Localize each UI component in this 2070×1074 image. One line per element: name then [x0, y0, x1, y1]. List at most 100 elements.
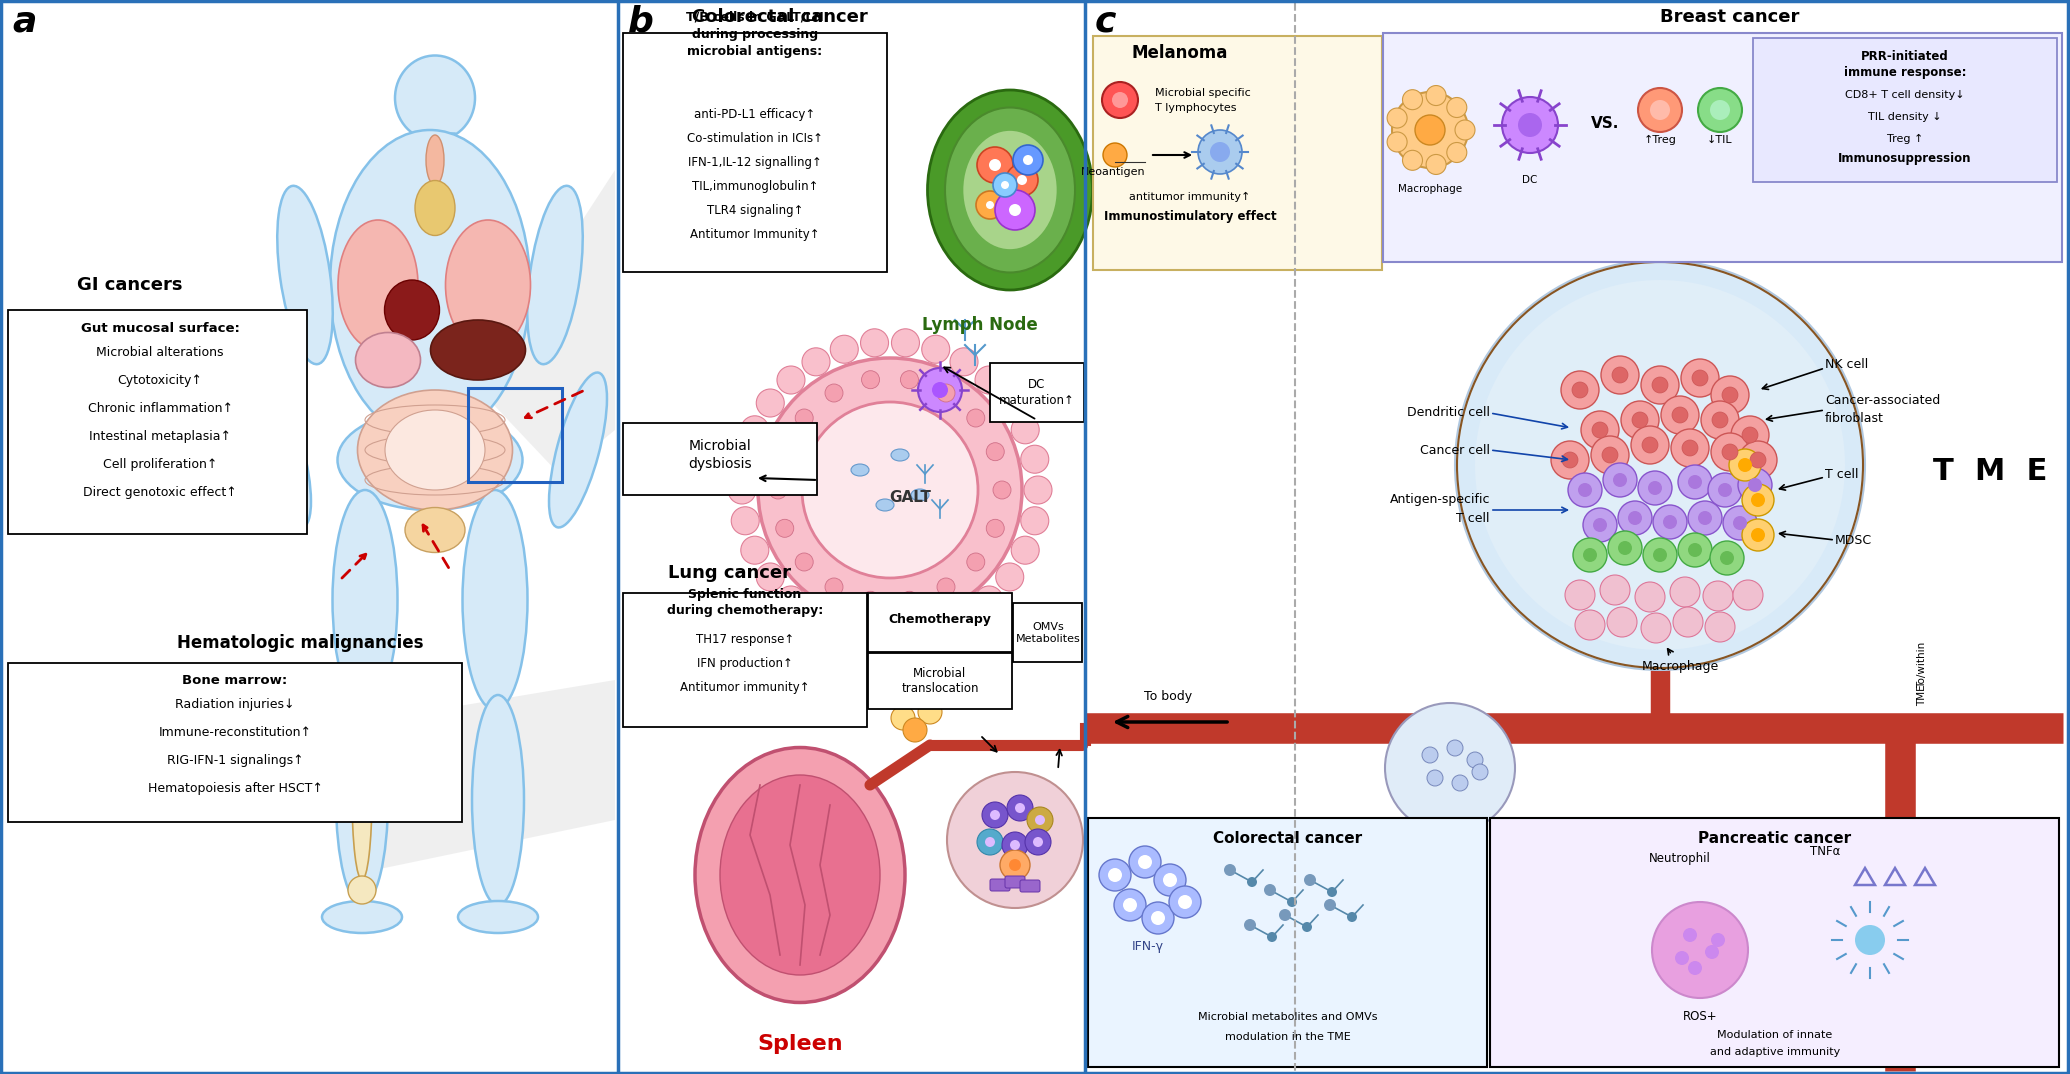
- Circle shape: [1178, 895, 1192, 909]
- Circle shape: [1170, 886, 1201, 918]
- Circle shape: [921, 616, 950, 644]
- Circle shape: [1683, 928, 1697, 942]
- Circle shape: [1099, 859, 1130, 891]
- Circle shape: [1327, 887, 1337, 897]
- Circle shape: [1014, 803, 1025, 813]
- Circle shape: [975, 586, 1004, 614]
- Circle shape: [1706, 945, 1718, 959]
- Circle shape: [731, 446, 760, 474]
- Text: Intestinal metaplasia↑: Intestinal metaplasia↑: [89, 430, 232, 442]
- Circle shape: [861, 623, 888, 651]
- Circle shape: [996, 190, 1035, 230]
- Circle shape: [1304, 874, 1317, 886]
- Text: Antigen-specific: Antigen-specific: [1389, 493, 1490, 507]
- Circle shape: [1476, 280, 1844, 650]
- Circle shape: [892, 329, 919, 357]
- Circle shape: [1592, 422, 1608, 438]
- Circle shape: [1739, 468, 1772, 502]
- Text: Hematologic malignancies: Hematologic malignancies: [176, 634, 422, 652]
- Ellipse shape: [696, 748, 905, 1002]
- Circle shape: [348, 876, 377, 904]
- Circle shape: [946, 772, 1083, 908]
- Text: IFN-1,IL-12 signalling↑: IFN-1,IL-12 signalling↑: [687, 156, 822, 169]
- Text: OMVs
Metabolites: OMVs Metabolites: [1016, 622, 1081, 643]
- Text: To body: To body: [1145, 690, 1192, 703]
- Text: DC: DC: [1521, 175, 1538, 185]
- Circle shape: [776, 366, 805, 394]
- Text: Macrophage: Macrophage: [1642, 661, 1718, 673]
- Circle shape: [1577, 483, 1592, 497]
- Text: MDSC: MDSC: [1834, 534, 1871, 547]
- Circle shape: [1675, 950, 1689, 966]
- Ellipse shape: [890, 449, 909, 461]
- Circle shape: [1608, 531, 1642, 565]
- Circle shape: [985, 442, 1004, 461]
- Circle shape: [801, 605, 830, 633]
- Circle shape: [1008, 859, 1021, 871]
- Text: NK cell: NK cell: [1826, 359, 1869, 372]
- Circle shape: [776, 442, 793, 461]
- Text: and adaptive immunity: and adaptive immunity: [1710, 1047, 1840, 1057]
- Circle shape: [801, 402, 977, 578]
- Text: TIL,immunoglobulin↑: TIL,immunoglobulin↑: [691, 180, 818, 193]
- Circle shape: [1128, 846, 1161, 879]
- Circle shape: [1567, 473, 1602, 507]
- Text: Pancreatic cancer: Pancreatic cancer: [1699, 831, 1851, 846]
- Text: Antitumor immunity↑: Antitumor immunity↑: [681, 681, 809, 694]
- Circle shape: [996, 389, 1025, 417]
- Circle shape: [1416, 115, 1445, 145]
- Text: Colorectal cancer: Colorectal cancer: [1213, 831, 1362, 846]
- Circle shape: [1855, 925, 1886, 955]
- Circle shape: [1101, 82, 1138, 118]
- Text: Modulation of innate: Modulation of innate: [1718, 1030, 1832, 1040]
- Circle shape: [1687, 961, 1702, 975]
- Circle shape: [1642, 613, 1670, 643]
- Text: T cell: T cell: [1457, 511, 1490, 524]
- Text: immune response:: immune response:: [1844, 66, 1966, 79]
- Circle shape: [1710, 100, 1731, 120]
- Circle shape: [1447, 143, 1468, 162]
- Circle shape: [1550, 441, 1590, 479]
- Text: Microbial alterations: Microbial alterations: [95, 346, 224, 359]
- Circle shape: [1517, 113, 1542, 137]
- FancyBboxPatch shape: [623, 33, 888, 272]
- Circle shape: [1033, 837, 1043, 847]
- Circle shape: [1642, 437, 1658, 453]
- Circle shape: [1743, 484, 1774, 516]
- Circle shape: [900, 592, 919, 609]
- Text: Microbial
translocation: Microbial translocation: [900, 667, 979, 695]
- Circle shape: [1710, 541, 1745, 575]
- Circle shape: [1021, 507, 1049, 535]
- Ellipse shape: [395, 56, 474, 141]
- Ellipse shape: [385, 410, 484, 490]
- Circle shape: [741, 536, 768, 564]
- FancyBboxPatch shape: [1021, 880, 1039, 892]
- Text: Immunostimulatory effect: Immunostimulatory effect: [1103, 211, 1277, 223]
- Circle shape: [1743, 427, 1757, 442]
- Circle shape: [1718, 483, 1733, 497]
- Circle shape: [1600, 355, 1639, 394]
- Text: c: c: [1095, 5, 1116, 39]
- Circle shape: [1211, 142, 1230, 162]
- Circle shape: [903, 719, 927, 742]
- Circle shape: [1720, 551, 1735, 565]
- Circle shape: [1112, 92, 1128, 108]
- Circle shape: [1468, 752, 1482, 768]
- Text: antitumor immunity↑: antitumor immunity↑: [1130, 192, 1250, 202]
- Circle shape: [1650, 100, 1670, 120]
- Text: CD8+ T cell density↓: CD8+ T cell density↓: [1844, 90, 1964, 100]
- Circle shape: [1387, 132, 1408, 151]
- Circle shape: [977, 829, 1004, 855]
- Circle shape: [795, 553, 814, 571]
- Circle shape: [1702, 401, 1739, 439]
- Circle shape: [729, 476, 756, 504]
- Circle shape: [1012, 145, 1043, 175]
- Text: Immune-reconstitution↑: Immune-reconstitution↑: [159, 726, 310, 739]
- Circle shape: [1455, 260, 1865, 670]
- Circle shape: [1138, 855, 1153, 869]
- Text: VS.: VS.: [1592, 116, 1619, 131]
- Circle shape: [826, 578, 842, 596]
- Circle shape: [1635, 582, 1664, 612]
- Text: Radiation injuries↓: Radiation injuries↓: [176, 698, 294, 711]
- Circle shape: [1687, 543, 1702, 557]
